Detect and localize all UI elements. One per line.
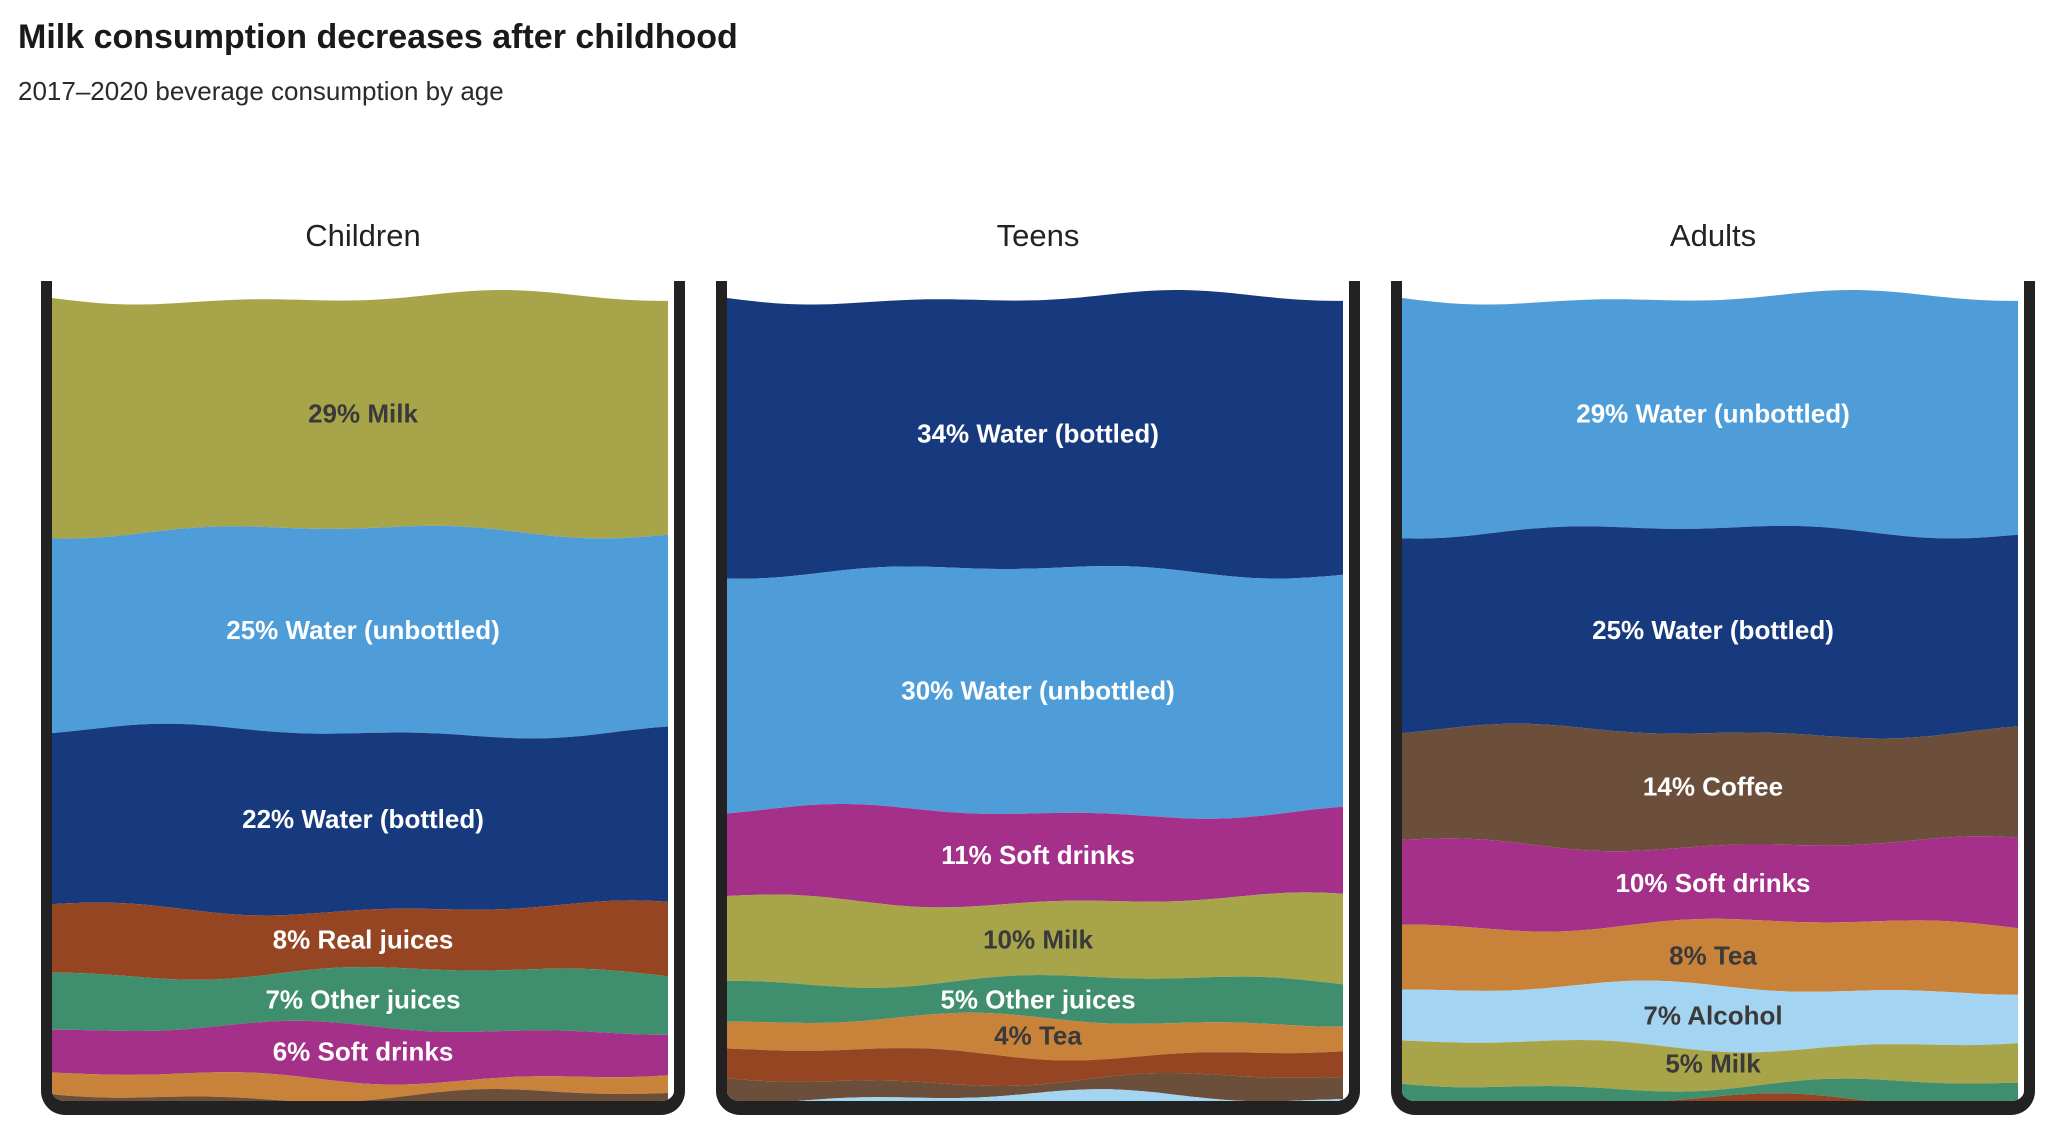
segment-label: 7% Other juices: [265, 985, 460, 1015]
segment-teens-8: [797, 1089, 1343, 1101]
segment-adults-0: [1402, 290, 2018, 539]
segment-teens-4: [727, 975, 1343, 1027]
segment-label: 8% Real juices: [273, 924, 454, 954]
group-title-children: Children: [305, 218, 421, 253]
segment-teens-6: [727, 1048, 1343, 1086]
segment-teens-0: [727, 290, 1343, 579]
segment-adults-4: [1402, 918, 2018, 995]
segment-children-2: [52, 723, 668, 916]
segment-label: 22% Water (bottled): [242, 804, 484, 834]
glass-adults: 29% Water (unbottled) 25% Water (bottled)…: [1391, 281, 2035, 1115]
segment-adults-7: [1402, 1078, 2018, 1101]
segment-label: 30% Water (unbottled): [901, 675, 1174, 705]
segment-label: 5% Other juices: [940, 985, 1135, 1015]
segment-adults-2: [1402, 723, 2018, 852]
segment-adults-5: [1402, 980, 2018, 1053]
glass-chart-teens: 34% Water (bottled) 30% Water (unbottled)…: [727, 290, 1343, 1101]
group-title-teens: Teens: [996, 218, 1080, 253]
group-title-adults: Adults: [1669, 218, 1757, 253]
glass-chart-adults: 29% Water (unbottled) 25% Water (bottled)…: [1402, 290, 2018, 1101]
segment-children-0: [52, 290, 668, 539]
chart-subtitle: 2017–2020 beverage consumption by age: [18, 76, 504, 106]
segment-label: 10% Soft drinks: [1615, 868, 1810, 898]
segment-teens-7: [727, 1073, 1343, 1101]
segment-label: 29% Water (unbottled): [1576, 398, 1849, 428]
chart-title: Milk consumption decreases after childho…: [18, 18, 738, 56]
segment-adults-1: [1402, 525, 2018, 739]
segment-teens-2: [727, 804, 1343, 908]
segment-teens-1: [727, 566, 1343, 819]
segment-children-4: [52, 967, 668, 1035]
segment-label: 7% Alcohol: [1643, 1001, 1782, 1031]
segment-label: 29% Milk: [308, 398, 418, 428]
segment-label: 34% Water (bottled): [917, 418, 1159, 448]
segment-label: 14% Coffee: [1643, 772, 1783, 802]
segment-children-1: [52, 525, 668, 739]
segment-label: 10% Milk: [983, 924, 1093, 954]
segment-label: 25% Water (bottled): [1592, 615, 1834, 645]
segment-children-7: [52, 1089, 668, 1101]
segment-adults-3: [1402, 836, 2018, 932]
segment-children-6: [52, 1072, 668, 1101]
segment-label: 25% Water (unbottled): [226, 615, 499, 645]
segment-teens-3: [727, 892, 1343, 988]
glass-chart-children: 29% Milk 25% Water (unbottled) 22% Water (…: [52, 290, 668, 1101]
glass-children: 29% Milk 25% Water (unbottled) 22% Water (…: [41, 281, 685, 1115]
segment-label: 6% Soft drinks: [273, 1037, 454, 1067]
segment-children-3: [52, 900, 668, 980]
segment-children-5: [52, 1020, 668, 1085]
segment-label: 5% Milk: [1665, 1049, 1761, 1079]
glass-teens: 34% Water (bottled) 30% Water (unbottled)…: [716, 281, 1360, 1115]
segment-label: 8% Tea: [1669, 940, 1757, 970]
segment-label: 4% Tea: [994, 1021, 1082, 1051]
segment-teens-5: [727, 1012, 1343, 1061]
segment-adults-6: [1402, 1040, 2018, 1092]
segment-label: 11% Soft drinks: [941, 840, 1135, 870]
segment-adults-8: [1662, 1093, 1870, 1101]
